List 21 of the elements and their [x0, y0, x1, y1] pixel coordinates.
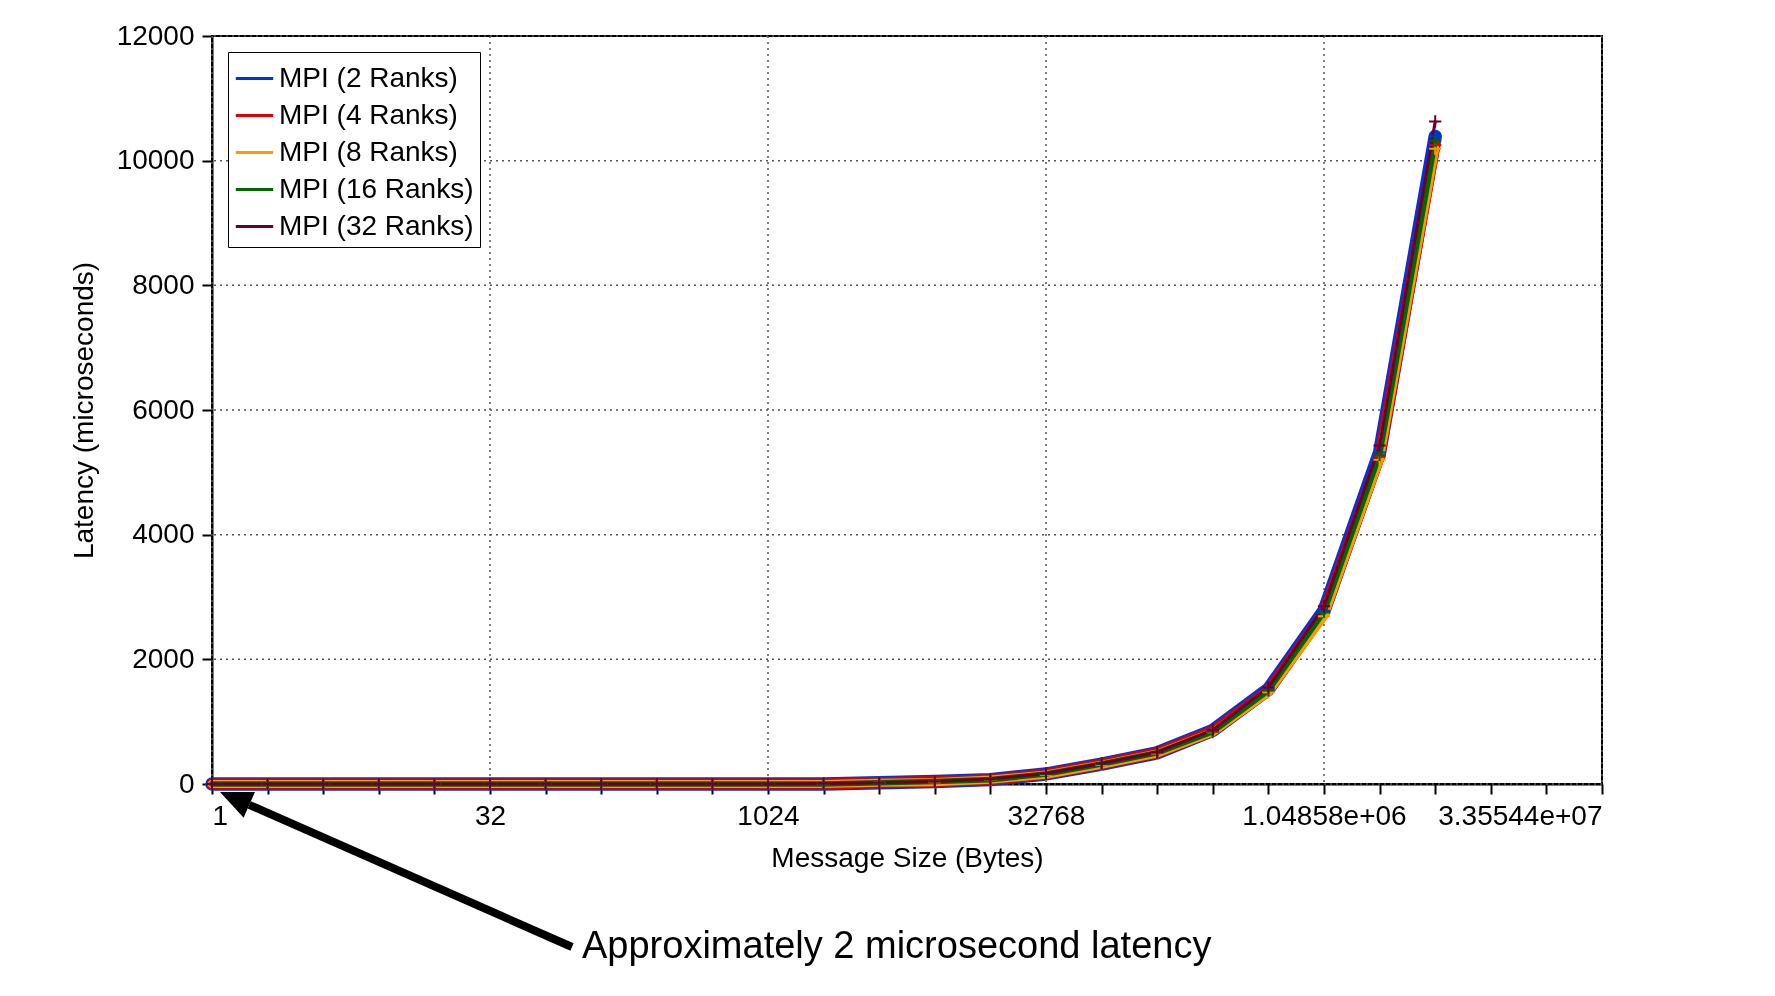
y-tick-label: 0 — [178, 767, 195, 799]
x-tick-label: 32 — [474, 799, 507, 831]
legend-label: MPI (2 Ranks) — [279, 61, 458, 93]
x-tick-label: 3.35544e+07 — [1438, 799, 1603, 831]
legend-label: MPI (32 Ranks) — [279, 209, 474, 241]
y-tick-label: 4000 — [132, 518, 195, 550]
text: Approximately 2 microsecond latency — [582, 924, 1212, 967]
legend-label: MPI (4 Ranks) — [279, 98, 458, 130]
x-tick-label: 1 — [212, 799, 229, 831]
x-tick-label: 1.04858e+06 — [1242, 799, 1407, 831]
y-axis-title: Latency (microseconds) — [67, 261, 99, 560]
y-tick-label: 10000 — [116, 144, 195, 176]
x-tick-label: 1024 — [737, 799, 800, 831]
y-tick-label: 12000 — [116, 19, 195, 51]
y-tick-label: 2000 — [132, 642, 195, 674]
y-tick-label: 8000 — [132, 268, 195, 300]
legend-label: MPI (8 Ranks) — [279, 135, 458, 167]
y-tick-label: 6000 — [132, 393, 195, 425]
legend-label: MPI (16 Ranks) — [279, 172, 474, 204]
x-tick-label: 32768 — [1007, 799, 1086, 831]
x-axis-title: Message Size (Bytes) — [771, 841, 1044, 873]
